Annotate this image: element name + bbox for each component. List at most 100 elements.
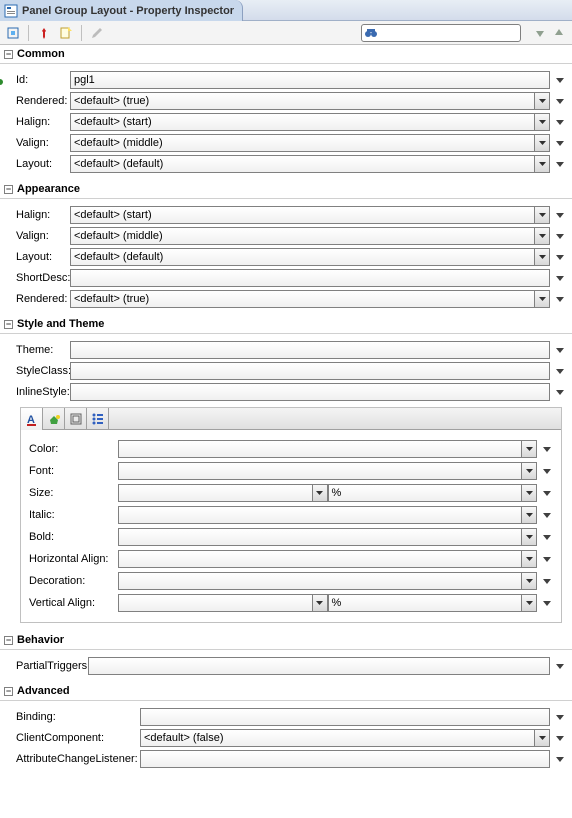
property-menu-button[interactable]	[554, 99, 566, 104]
property-menu-button[interactable]	[541, 469, 553, 474]
vertical-align-value-combo[interactable]	[118, 594, 328, 612]
id-input[interactable]: pgl1	[70, 71, 550, 89]
property-menu-button[interactable]	[554, 276, 566, 281]
vertical-align-label: Vertical Align:	[29, 597, 114, 609]
chevron-down-icon	[534, 249, 549, 265]
size-label: Size:	[29, 487, 114, 499]
collapse-icon[interactable]: −	[4, 50, 13, 59]
property-menu-button[interactable]	[554, 390, 566, 395]
appearance-halign-combo[interactable]: <default> (start)	[70, 206, 550, 224]
property-menu-button[interactable]	[554, 664, 566, 669]
size-unit-combo[interactable]: %	[328, 484, 538, 502]
toggle-freeze-button[interactable]	[4, 24, 22, 42]
styleclass-input[interactable]	[70, 362, 550, 380]
property-menu-button[interactable]	[541, 579, 553, 584]
style-tab-box[interactable]	[65, 408, 87, 430]
clientcomponent-combo[interactable]: <default> (false)	[140, 729, 550, 747]
valign-combo[interactable]: <default> (middle)	[70, 134, 550, 152]
pin-button[interactable]	[35, 24, 53, 42]
property-menu-button[interactable]	[554, 234, 566, 239]
chevron-down-icon	[534, 207, 549, 223]
halign-combo[interactable]: <default> (start)	[70, 113, 550, 131]
chevron-down-icon	[534, 135, 549, 151]
attributechangelistener-input[interactable]	[140, 750, 550, 768]
property-menu-button[interactable]	[554, 348, 566, 353]
shortdesc-input[interactable]	[70, 269, 550, 287]
appearance-layout-combo[interactable]: <default> (default)	[70, 248, 550, 266]
partialtriggers-input[interactable]	[88, 657, 550, 675]
collapse-icon[interactable]: −	[4, 320, 13, 329]
property-menu-button[interactable]	[541, 535, 553, 540]
section-style: Theme: StyleClass: InlineStyle: A Color:…	[0, 334, 572, 631]
vertical-align-unit-combo[interactable]: %	[328, 594, 538, 612]
layout-combo[interactable]: <default> (default)	[70, 155, 550, 173]
bold-combo[interactable]	[118, 528, 537, 546]
layout-label: Layout:	[6, 251, 66, 263]
appearance-rendered-combo[interactable]: <default> (true)	[70, 290, 550, 308]
chevron-down-icon	[521, 595, 536, 611]
section-header-appearance[interactable]: − Appearance	[0, 180, 572, 199]
section-title: Advanced	[17, 685, 70, 697]
chevron-down-icon	[521, 441, 536, 457]
property-menu-button[interactable]	[554, 141, 566, 146]
collapse-icon[interactable]: −	[4, 185, 13, 194]
chevron-down-icon	[534, 156, 549, 172]
collapse-icon[interactable]: −	[4, 636, 13, 645]
property-menu-button[interactable]	[554, 162, 566, 167]
down-arrow-button[interactable]	[531, 24, 549, 42]
property-menu-button[interactable]	[554, 736, 566, 741]
section-header-behavior[interactable]: − Behavior	[0, 631, 572, 650]
property-menu-button[interactable]	[541, 447, 553, 452]
theme-label: Theme:	[6, 344, 66, 356]
section-header-advanced[interactable]: − Advanced	[0, 682, 572, 701]
decoration-combo[interactable]	[118, 572, 537, 590]
chevron-down-icon	[521, 573, 536, 589]
property-menu-button[interactable]	[554, 715, 566, 720]
chevron-down-icon	[312, 485, 327, 501]
property-menu-button[interactable]	[554, 297, 566, 302]
new-button[interactable]	[57, 24, 75, 42]
active-tab[interactable]: Panel Group Layout - Property Inspector	[0, 0, 243, 21]
collapse-icon[interactable]: −	[4, 687, 13, 696]
section-title: Behavior	[17, 634, 64, 646]
binding-input[interactable]	[140, 708, 550, 726]
property-menu-button[interactable]	[541, 601, 553, 606]
binding-label: Binding:	[6, 711, 136, 723]
property-menu-button[interactable]	[541, 557, 553, 562]
partialtriggers-label: PartialTriggers:	[6, 660, 84, 672]
property-menu-button[interactable]	[554, 369, 566, 374]
up-arrow-button[interactable]	[550, 24, 568, 42]
property-menu-button[interactable]	[554, 120, 566, 125]
chevron-down-icon	[312, 595, 327, 611]
theme-input[interactable]	[70, 341, 550, 359]
rendered-combo[interactable]: <default> (true)	[70, 92, 550, 110]
chevron-down-icon	[521, 463, 536, 479]
horizontal-align-combo[interactable]	[118, 550, 537, 568]
inspector-icon	[4, 4, 18, 18]
section-header-common[interactable]: − Common	[0, 45, 572, 64]
italic-combo[interactable]	[118, 506, 537, 524]
font-label: Font:	[29, 465, 114, 477]
section-header-style[interactable]: − Style and Theme	[0, 315, 572, 334]
style-editor-panel: A Color: Font: Size: % Italic: Bold: Hor…	[20, 407, 562, 623]
appearance-valign-combo[interactable]: <default> (middle)	[70, 227, 550, 245]
property-menu-button[interactable]	[541, 491, 553, 496]
section-common: Id: pgl1 Rendered: <default> (true) Hali…	[0, 64, 572, 180]
search-box[interactable]	[361, 24, 521, 42]
property-menu-button[interactable]	[554, 78, 566, 83]
size-value-combo[interactable]	[118, 484, 328, 502]
color-combo[interactable]	[118, 440, 537, 458]
style-tab-classification[interactable]	[87, 408, 109, 430]
style-tab-font[interactable]: A	[21, 408, 43, 430]
section-appearance: Halign: <default> (start) Valign: <defau…	[0, 199, 572, 315]
edit-button[interactable]	[88, 24, 106, 42]
property-menu-button[interactable]	[554, 255, 566, 260]
font-combo[interactable]	[118, 462, 537, 480]
property-menu-button[interactable]	[554, 213, 566, 218]
property-menu-button[interactable]	[554, 757, 566, 762]
toolbar-separator	[28, 25, 29, 41]
property-menu-button[interactable]	[541, 513, 553, 518]
inlinestyle-input[interactable]	[70, 383, 550, 401]
section-advanced: Binding: ClientComponent: <default> (fal…	[0, 701, 572, 775]
style-tab-background[interactable]	[43, 408, 65, 430]
